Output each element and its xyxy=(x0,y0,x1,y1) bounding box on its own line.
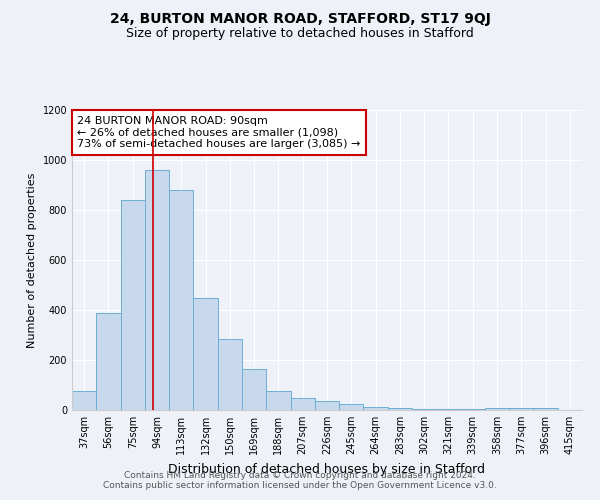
Bar xyxy=(169,190,193,410)
Text: 24, BURTON MANOR ROAD, STAFFORD, ST17 9QJ: 24, BURTON MANOR ROAD, STAFFORD, ST17 9Q… xyxy=(110,12,490,26)
Bar xyxy=(509,408,533,410)
Text: Contains HM Land Registry data © Crown copyright and database right 2024.
Contai: Contains HM Land Registry data © Crown c… xyxy=(103,470,497,490)
Bar xyxy=(364,407,388,410)
Bar xyxy=(315,401,339,410)
Bar xyxy=(242,369,266,410)
Bar xyxy=(388,408,412,410)
Text: 24 BURTON MANOR ROAD: 90sqm
← 26% of detached houses are smaller (1,098)
73% of : 24 BURTON MANOR ROAD: 90sqm ← 26% of det… xyxy=(77,116,361,149)
Bar xyxy=(193,298,218,410)
Bar xyxy=(290,398,315,410)
Y-axis label: Number of detached properties: Number of detached properties xyxy=(27,172,37,348)
X-axis label: Distribution of detached houses by size in Stafford: Distribution of detached houses by size … xyxy=(169,462,485,475)
Bar xyxy=(72,391,96,410)
Bar xyxy=(533,408,558,410)
Bar xyxy=(412,409,436,410)
Bar xyxy=(121,200,145,410)
Text: Size of property relative to detached houses in Stafford: Size of property relative to detached ho… xyxy=(126,28,474,40)
Bar xyxy=(145,170,169,410)
Bar xyxy=(218,339,242,410)
Bar xyxy=(96,312,121,410)
Bar xyxy=(339,404,364,410)
Bar xyxy=(436,409,461,410)
Bar xyxy=(266,391,290,410)
Bar xyxy=(485,408,509,410)
Bar xyxy=(461,409,485,410)
